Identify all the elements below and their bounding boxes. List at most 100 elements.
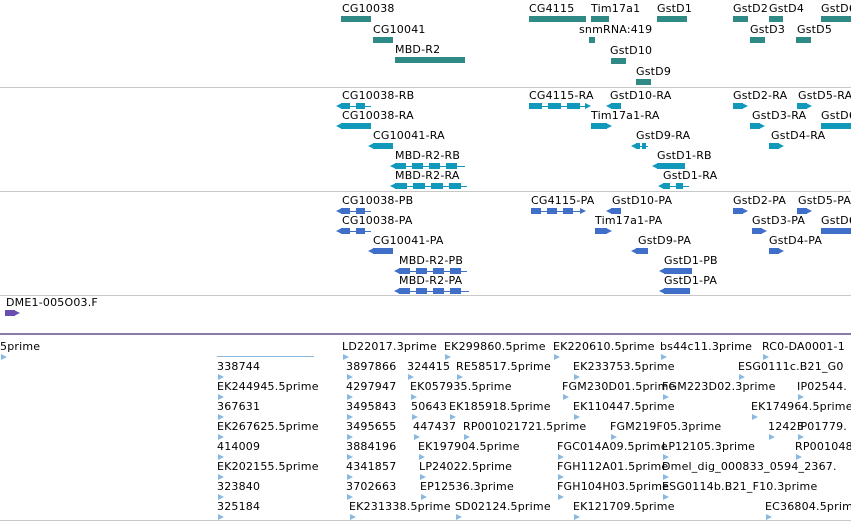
transcript-glyph[interactable]: [797, 103, 812, 109]
est-label[interactable]: 3897866: [346, 360, 397, 373]
gene-label[interactable]: GstD6: [821, 2, 851, 15]
transcript-glyph[interactable]: [336, 123, 371, 129]
est-glyph[interactable]: [763, 354, 769, 360]
gene-glyph[interactable]: [733, 16, 748, 22]
gene-glyph[interactable]: [529, 16, 586, 22]
transcript-label[interactable]: CG4115-RA: [529, 89, 594, 102]
transcript-glyph[interactable]: [821, 123, 851, 129]
est-label[interactable]: LP12105.3prime: [662, 440, 756, 453]
protein-label[interactable]: MBD-R2-PA: [399, 274, 463, 287]
protein-label[interactable]: CG10038-PA: [342, 214, 413, 227]
transcript-glyph[interactable]: [631, 143, 648, 149]
transcript-label[interactable]: MBD-R2-RB: [395, 149, 461, 162]
est-glyph[interactable]: [218, 394, 224, 400]
est-label[interactable]: EK231338.5prime: [349, 500, 451, 513]
est-label[interactable]: IP01779.: [797, 420, 847, 433]
est-label[interactable]: FGM230D01.5prime: [562, 380, 676, 393]
est-glyph[interactable]: [663, 474, 669, 480]
protein-glyph[interactable]: [752, 228, 767, 234]
est-glyph[interactable]: [739, 374, 745, 380]
est-glyph[interactable]: [558, 474, 564, 480]
est-label[interactable]: ESG0111c.B21_G0: [738, 360, 844, 373]
gene-label[interactable]: snmRNA:419: [579, 23, 653, 36]
est-label[interactable]: 3495655: [346, 420, 397, 433]
transcript-glyph[interactable]: [750, 123, 765, 129]
transcript-label[interactable]: MBD-R2-RA: [395, 169, 460, 182]
est-label[interactable]: EK202155.5prime: [217, 460, 319, 473]
est-label[interactable]: IP02544.: [797, 380, 847, 393]
est-label[interactable]: 3495843: [346, 400, 397, 413]
est-label[interactable]: EP12536.3prime: [420, 480, 514, 493]
est-glyph[interactable]: [611, 434, 617, 440]
gene-label[interactable]: CG10038: [342, 2, 395, 15]
gene-glyph[interactable]: [636, 79, 651, 85]
protein-glyph[interactable]: [531, 208, 586, 214]
est-label[interactable]: 50643: [411, 400, 447, 413]
est-glyph[interactable]: [218, 514, 224, 520]
est-glyph[interactable]: [218, 474, 224, 480]
transcript-glyph[interactable]: [652, 163, 685, 169]
protein-glyph[interactable]: [336, 228, 371, 234]
transcript-label[interactable]: CG10038-RB: [342, 89, 415, 102]
est-label[interactable]: EK299860.5prime: [444, 340, 546, 353]
transcript-label[interactable]: GstD5-RA: [798, 89, 851, 102]
est-label[interactable]: FGM219F05.3prime: [610, 420, 722, 433]
est-label[interactable]: 4297947: [346, 380, 397, 393]
est-glyph[interactable]: [419, 454, 425, 460]
gene-label[interactable]: GstD3: [750, 23, 786, 36]
est-label[interactable]: RP001021721.5prime: [463, 420, 587, 433]
gene-label[interactable]: CG10041: [373, 23, 426, 36]
protein-label[interactable]: GstD5-PA: [798, 194, 851, 207]
est-glyph[interactable]: [574, 374, 580, 380]
est-glyph[interactable]: [457, 374, 463, 380]
protein-glyph[interactable]: [368, 248, 393, 254]
gene-glyph[interactable]: [591, 16, 609, 22]
est-glyph[interactable]: [445, 354, 451, 360]
protein-label[interactable]: GstD3-PA: [752, 214, 806, 227]
est-glyph[interactable]: [574, 514, 580, 520]
est-glyph[interactable]: [661, 354, 667, 360]
est-label[interactable]: EK174964.5prime: [751, 400, 851, 413]
est-glyph[interactable]: [769, 434, 775, 440]
est-glyph[interactable]: [408, 374, 414, 380]
est-label[interactable]: 3702663: [346, 480, 397, 493]
gene-glyph[interactable]: [395, 57, 465, 63]
est-label[interactable]: SD02124.5prime: [455, 500, 551, 513]
transcript-glyph[interactable]: [390, 163, 465, 169]
est-label[interactable]: EK220610.5prime: [553, 340, 655, 353]
est-label[interactable]: EK197904.5prime: [418, 440, 520, 453]
est-glyph[interactable]: [411, 394, 417, 400]
transcript-label[interactable]: GstD3-RA: [752, 109, 807, 122]
est-label[interactable]: 3884196: [346, 440, 397, 453]
gene-label[interactable]: MBD-R2: [395, 43, 441, 56]
est-glyph[interactable]: [558, 454, 564, 460]
est-glyph[interactable]: [421, 494, 427, 500]
transcript-glyph[interactable]: [390, 183, 467, 189]
protein-glyph[interactable]: [733, 208, 748, 214]
est-glyph[interactable]: [1, 354, 7, 360]
est-label[interactable]: EK244945.5prime: [217, 380, 319, 393]
transcript-label[interactable]: Tim17a1-RA: [591, 109, 660, 122]
est-label[interactable]: EK185918.5prime: [449, 400, 551, 413]
est-label[interactable]: 447437: [413, 420, 457, 433]
est-glyph[interactable]: [798, 434, 804, 440]
est-span-line[interactable]: [217, 356, 314, 357]
est-glyph[interactable]: [343, 354, 349, 360]
gene-label[interactable]: CG4115: [529, 2, 575, 15]
transcript-glyph[interactable]: [769, 143, 784, 149]
est-label[interactable]: EK057935.5prime: [410, 380, 512, 393]
est-label[interactable]: 12423: [768, 420, 804, 433]
transcript-glyph[interactable]: [658, 183, 689, 189]
protein-label[interactable]: GstD10-PA: [612, 194, 673, 207]
protein-label[interactable]: CG4115-PA: [531, 194, 595, 207]
est-label[interactable]: 367631: [217, 400, 261, 413]
est-label[interactable]: 325184: [217, 500, 261, 513]
gene-label[interactable]: GstD5: [797, 23, 833, 36]
transcript-label[interactable]: GstD9-RA: [636, 129, 691, 142]
transcript-glyph[interactable]: [336, 103, 371, 109]
transcript-label[interactable]: GstD10-RA: [610, 89, 672, 102]
protein-glyph[interactable]: [659, 268, 692, 274]
est-glyph[interactable]: [350, 514, 356, 520]
sts-glyph[interactable]: [5, 310, 20, 316]
est-glyph[interactable]: [347, 474, 353, 480]
